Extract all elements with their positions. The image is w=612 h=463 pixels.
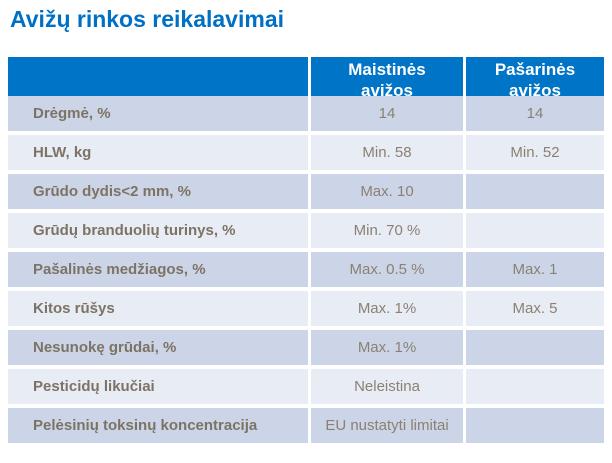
- column-header-label: Maistinės avižos: [348, 60, 426, 100]
- food-oats-value: Min. 58: [311, 135, 463, 170]
- feed-oats-value: Max. 1: [466, 252, 604, 287]
- column-header-label: Pašarinės avižos: [494, 60, 576, 100]
- row-label: Grūdo dydis<2 mm, %: [8, 174, 308, 209]
- food-oats-value: Min. 70 %: [311, 213, 463, 248]
- feed-oats-value: [466, 330, 604, 365]
- header-cell-food-oats: Maistinės avižos: [311, 57, 463, 103]
- row-label: HLW, kg: [8, 135, 308, 170]
- feed-oats-value: [466, 408, 604, 443]
- feed-oats-value: [466, 213, 604, 248]
- row-label: Kitos rūšys: [8, 291, 308, 326]
- food-oats-value: 14: [311, 96, 463, 131]
- row-label: Pelėsinių toksinų koncentracija: [8, 408, 308, 443]
- row-label: Nesunokę grūdai, %: [8, 330, 308, 365]
- food-oats-value: EU nustatyti limitai: [311, 408, 463, 443]
- requirements-table: Maistinės avižos Pašarinės avižos Drėgmė…: [8, 57, 604, 443]
- feed-oats-value: Min. 52: [466, 135, 604, 170]
- row-label: Grūdų branduolių turinys, %: [8, 213, 308, 248]
- feed-oats-value: [466, 369, 604, 404]
- food-oats-value: Max. 10: [311, 174, 463, 209]
- feed-oats-value: Max. 5: [466, 291, 604, 326]
- food-oats-value: Max. 0.5 %: [311, 252, 463, 287]
- page-title: Avižų rinkos reikalavimai: [10, 6, 285, 32]
- row-label: Pašalinės medžiagos, %: [8, 252, 308, 287]
- header-cell-feed-oats: Pašarinės avižos: [466, 57, 604, 103]
- feed-oats-value: 14: [466, 96, 604, 131]
- row-label: Drėgmė, %: [8, 96, 308, 131]
- food-oats-value: Neleistina: [311, 369, 463, 404]
- food-oats-value: Max. 1%: [311, 291, 463, 326]
- food-oats-value: Max. 1%: [311, 330, 463, 365]
- row-label: Pesticidų likučiai: [8, 369, 308, 404]
- header-cell-empty: [8, 57, 308, 103]
- feed-oats-value: [466, 174, 604, 209]
